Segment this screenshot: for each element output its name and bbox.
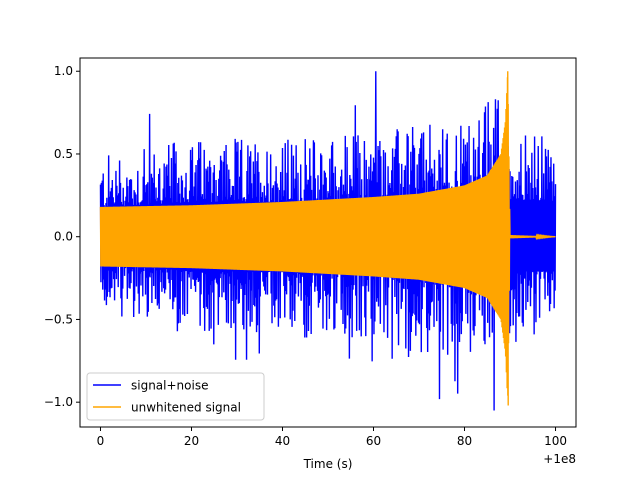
x-axis: 0 20 40 60 80 100 xyxy=(97,427,567,448)
plot-area xyxy=(99,71,557,411)
y-tick-label: 1.0 xyxy=(54,64,73,78)
series-unwhitened-signal xyxy=(99,71,556,406)
y-tick-label: 0.5 xyxy=(54,147,73,161)
x-tick-label: 40 xyxy=(275,434,290,448)
x-tick-label: 0 xyxy=(97,434,105,448)
axes-frame xyxy=(79,57,577,428)
x-tick-label: 20 xyxy=(184,434,199,448)
x-tick-label: 60 xyxy=(366,434,381,448)
legend-label-unwhitened-signal: unwhitened signal xyxy=(131,401,241,415)
y-tick-label: −0.5 xyxy=(44,312,73,326)
y-axis: −1.0 −0.5 0.0 0.5 1.0 xyxy=(44,64,80,409)
legend: signal+noise unwhitened signal xyxy=(86,372,265,421)
x-axis-label: Time (s) xyxy=(303,457,353,471)
legend-box xyxy=(86,372,265,421)
x-tick-label: 100 xyxy=(544,434,567,448)
x-axis-offset-label: +1e8 xyxy=(543,452,576,466)
y-tick-label: 0.0 xyxy=(54,230,73,244)
legend-label-signal-noise: signal+noise xyxy=(131,379,208,393)
x-tick-label: 80 xyxy=(457,434,472,448)
y-tick-label: −1.0 xyxy=(44,395,73,409)
